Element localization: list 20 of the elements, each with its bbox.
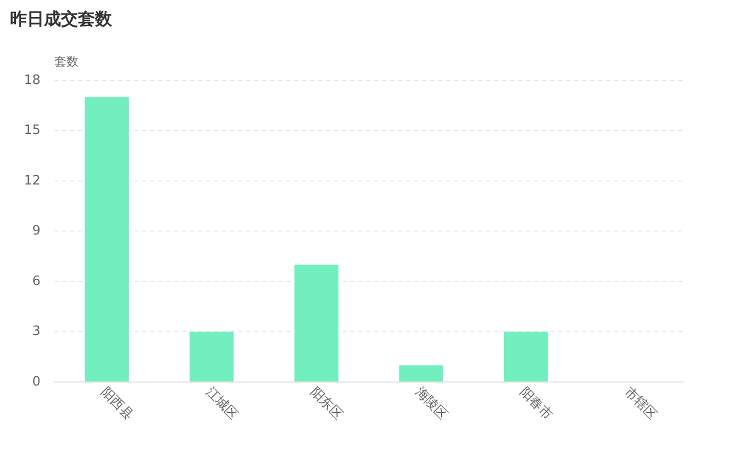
chart-title: 昨日成交套数 [10,10,113,30]
y-tick-label: 9 [32,224,41,239]
bar [399,365,444,382]
bar [84,97,129,382]
y-tick-label: 12 [24,173,41,188]
y-tick-label: 18 [24,72,41,88]
x-tick-label: 海陵区 [412,384,450,423]
bar [504,332,548,382]
y-axis-title: 套数 [54,54,79,69]
y-tick-label: 0 [32,374,41,390]
x-tick-label: 阳春市 [516,384,555,423]
x-tick-label: 江城区 [202,384,241,423]
y-tick-label: 15 [24,123,41,138]
bar [190,332,234,382]
y-tick-label: 6 [32,274,41,289]
x-tick-label: 市辖区 [621,384,660,423]
bar [294,264,338,382]
x-tick-label: 阳西县 [98,384,136,423]
x-tick-label: 阳东区 [307,384,346,423]
y-tick-label: 3 [32,324,41,340]
